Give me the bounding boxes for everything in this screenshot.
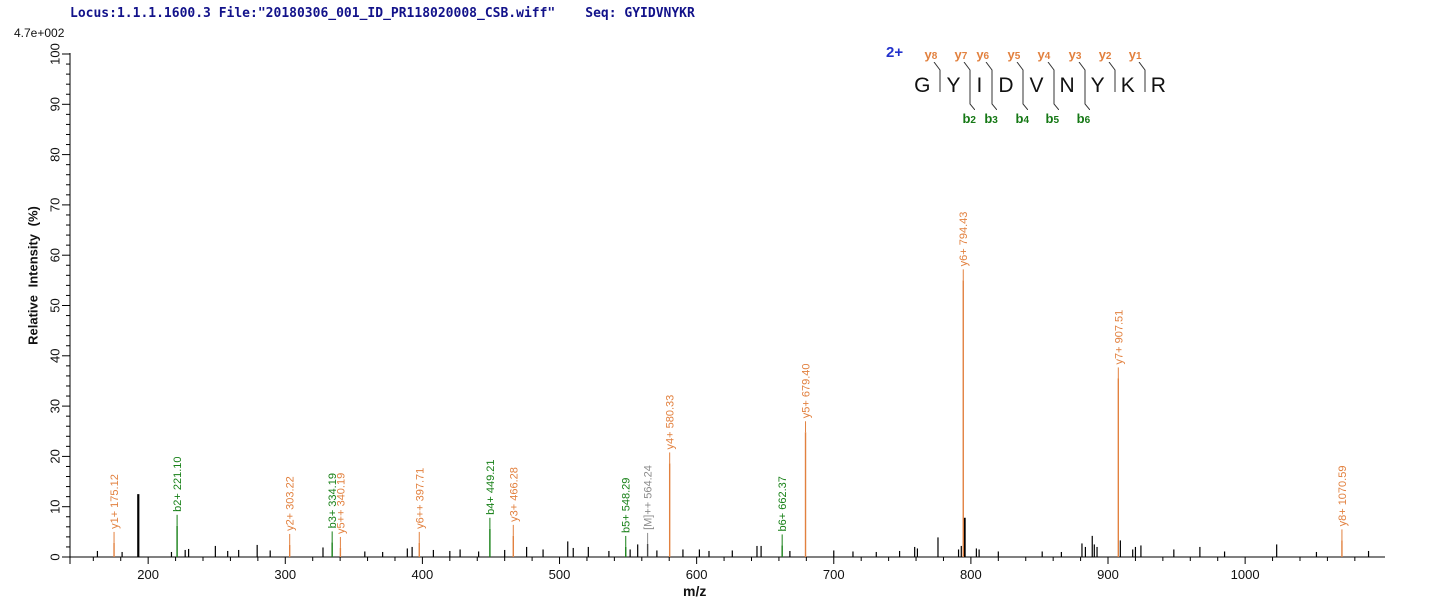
fragment-marker-icon	[1138, 62, 1146, 92]
fragment-boundary: y3 b6	[1069, 47, 1091, 126]
fragment-marker-icon	[934, 62, 941, 92]
b-ion-label: b2	[962, 111, 976, 126]
x-tick-label: 300	[274, 567, 296, 582]
x-axis-title: m/z	[683, 583, 707, 599]
precursor-charge-label: 2+	[886, 44, 904, 61]
y-tick-label: 30	[47, 399, 62, 413]
fragment-boundary: y7 b2	[954, 47, 976, 126]
peak-label: y5+ 679.40	[801, 364, 813, 419]
y-ion-label: y6	[976, 47, 990, 62]
residue-letter: D	[998, 74, 1014, 97]
y-ion-label: y2	[1098, 47, 1112, 62]
b-ion-label: b6	[1076, 111, 1091, 126]
peak-label: y3+ 466.28	[508, 467, 520, 522]
peak-label: y4+ 580.33	[665, 395, 677, 450]
y-ion-label: y7	[954, 47, 968, 62]
peak-label: y6+ 794.43	[958, 212, 970, 267]
residue-letter: G	[914, 74, 931, 97]
peak-label: y5++ 340.19	[335, 473, 347, 534]
residue-letter: I	[976, 74, 983, 97]
y-tick-label: 40	[47, 349, 62, 363]
b-ion-label: b5	[1045, 111, 1060, 126]
peak-label: b3+ 334.19	[327, 473, 339, 528]
residue-letter: R	[1150, 74, 1166, 97]
x-tick-label: 500	[549, 567, 571, 582]
fragment-boundary: y6 b3	[976, 47, 998, 126]
peak-label: b6+ 662.37	[777, 476, 789, 531]
fragment-marker-icon	[1047, 62, 1059, 110]
y-tick-label: 80	[47, 147, 62, 161]
peak-label: y8+ 1070.59	[1337, 466, 1349, 527]
y-tick-label: 100	[47, 43, 62, 65]
y-ion-label: y5	[1007, 47, 1021, 62]
residue-letter: N	[1059, 74, 1075, 97]
b-ion-label: b4	[1015, 111, 1029, 126]
x-tick-label: 600	[686, 567, 708, 582]
fragment-marker-icon	[985, 62, 998, 110]
residue-letter: Y	[1090, 74, 1105, 97]
fragment-marker-icon	[1078, 62, 1090, 110]
fragment-marker-icon	[1108, 62, 1116, 92]
x-tick-label: 800	[960, 567, 982, 582]
x-tick-label: 400	[412, 567, 434, 582]
y-tick-label: 10	[47, 499, 62, 513]
peak-label: y7+ 907.51	[1113, 310, 1125, 365]
residue-letter: V	[1029, 74, 1044, 97]
peak-label: y1+ 175.12	[109, 474, 121, 529]
intensity-scale-label: 4.7e+002	[14, 26, 65, 40]
peak-label: y2+ 303.22	[285, 476, 297, 531]
y-ion-label: y8	[924, 47, 938, 62]
x-tick-label: 900	[1097, 567, 1119, 582]
residue-letter: Y	[946, 74, 961, 97]
fragment-boundary: y8	[924, 47, 945, 110]
spectrum-header: Locus:1.1.1.1600.3 File:"20180306_001_ID…	[70, 6, 695, 21]
fragment-boundary: y2	[1099, 47, 1120, 110]
fragment-boundary: y4 b5	[1038, 47, 1060, 126]
b-ion-label: b3	[984, 111, 998, 126]
y-ion-label: y1	[1128, 47, 1142, 62]
fragment-marker-icon	[1017, 62, 1029, 110]
y-ion-label: y3	[1068, 47, 1082, 62]
peak-label: [M]++ 564.24	[643, 465, 655, 530]
peak-label: b5+ 548.29	[621, 478, 633, 533]
peak-label: b4+ 449.21	[485, 459, 497, 514]
y-tick-label: 60	[47, 248, 62, 262]
x-tick-label: 1000	[1231, 567, 1260, 582]
fragment-boundary: y1	[1129, 47, 1150, 110]
y-tick-label: 20	[47, 449, 62, 463]
y-tick-label: 90	[47, 97, 62, 111]
locus-file-text: Locus:1.1.1.1600.3 File:"20180306_001_ID…	[70, 6, 556, 21]
residue-letter: K	[1120, 74, 1135, 97]
y-tick-label: 70	[47, 198, 62, 212]
sequence-text: Seq: GYIDVNYKR	[585, 6, 695, 21]
peak-label: b2+ 221.10	[172, 456, 184, 511]
x-tick-label: 700	[823, 567, 845, 582]
peak-label: y6++ 397.71	[414, 468, 426, 529]
y-tick-label: 50	[47, 298, 62, 312]
y-ion-label: y4	[1037, 47, 1051, 62]
fragment-boundary: y5 b4	[1007, 47, 1029, 126]
x-tick-label: 200	[137, 567, 159, 582]
y-tick-label: 0	[47, 553, 62, 560]
fragment-marker-icon	[964, 62, 976, 110]
